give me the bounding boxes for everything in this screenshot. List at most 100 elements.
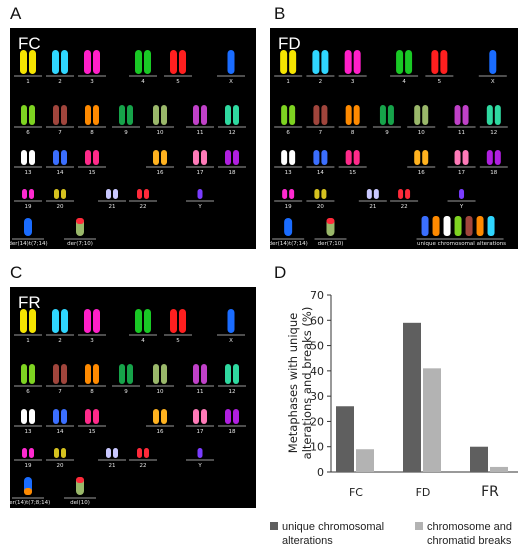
chromosome-pair-Y: Y <box>186 189 214 210</box>
chromosome-label: 19 <box>25 204 32 210</box>
chromosome-label: 12 <box>229 130 236 136</box>
chromosome-label: 6 <box>26 130 30 136</box>
chromosome-pair-9: 9 <box>372 105 401 136</box>
panel-letter-c: C <box>10 263 23 282</box>
x-tick-label: FR <box>481 484 499 500</box>
chromosome-pair-17: 17 <box>447 150 476 176</box>
chromosome-pair-1: 1 <box>274 50 303 85</box>
chromosome-pair-1: 1 <box>14 50 42 85</box>
chromosome-label: 15 <box>349 170 356 176</box>
chromosome-pair-12: 12 <box>218 105 246 136</box>
chromosome-pair-19: 19 <box>14 189 42 210</box>
legend-label-alterations: unique chromosomal alterations <box>282 521 385 547</box>
chromosome-label: 20 <box>317 204 324 210</box>
chromosome-pair-16: 16 <box>407 150 436 176</box>
chromosome-label: Y <box>197 463 202 469</box>
chromosome-pair-15: 15 <box>78 150 106 176</box>
chromosome-pair-X: X <box>217 50 245 85</box>
bar-fd-series-1 <box>403 322 421 472</box>
y-tick-label: 40 <box>310 365 324 378</box>
derivative-chromosome: der(7;10) <box>314 218 347 247</box>
karyotype-panel-fd: FD 1 2 3 4 5 X 6 7 8 9 10 11 12 13 14 15 16 17 18 19 20 21 22 Y… <box>270 28 518 249</box>
chromosome-pair-19: 19 <box>14 448 42 469</box>
karyotype-panel-fc: FC 1 2 3 4 5 X 6 7 8 9 10 11 12 13 14 15 16 17 18 19 20 21 22 Y… <box>10 28 256 249</box>
chromosome-pair-20: 20 <box>306 189 335 210</box>
chromosome-label: 14 <box>57 170 64 176</box>
karyotype-title-fc: FC <box>18 34 41 53</box>
karyotype-panel-fr: FR 1 2 3 4 5 X 6 7 8 9 10 11 12 13 14 15 16 17 18 19 20 21 22 Y… <box>10 287 256 508</box>
chromosome-label: 6 <box>26 389 30 395</box>
chromosome-pair-21: 21 <box>358 189 387 210</box>
chromosome-pair-3: 3 <box>78 309 106 344</box>
y-tick-label: 70 <box>310 289 324 302</box>
y-tick-label: 20 <box>310 415 324 428</box>
bar-fr-series-2 <box>490 466 508 472</box>
chromosome-label: 2 <box>319 79 323 85</box>
y-axis-label: Metaphases with uniquealterations and br… <box>286 307 314 460</box>
legend-item-breaks: chromosome and chromatid breaks <box>415 520 528 548</box>
chromosome-pair-17: 17 <box>186 409 214 435</box>
chromosome-label: 9 <box>124 389 128 395</box>
chromosome-label: 19 <box>25 463 32 469</box>
chromosome-label: 5 <box>176 338 180 344</box>
chromosome-pair-6: 6 <box>14 364 42 395</box>
chromosome-pair-8: 8 <box>78 364 106 395</box>
chromosome-label: 1 <box>26 338 30 344</box>
chromosome-label: 15 <box>89 170 96 176</box>
chromosome-label: 13 <box>285 170 292 176</box>
chromosome-pair-8: 8 <box>338 105 367 136</box>
chromosome-pair-1: 1 <box>14 309 42 344</box>
x-tick-label: FD <box>416 486 431 499</box>
chromosome-pair-21: 21 <box>98 448 126 469</box>
chromosome-pair-2: 2 <box>306 50 335 85</box>
chromosome-pair-8: 8 <box>78 105 106 136</box>
chromosome-pair-5: 5 <box>425 50 454 85</box>
chromosome-label: 12 <box>490 130 497 136</box>
legend-swatch-light <box>415 522 423 530</box>
derivative-label: unique chromosomal alterations <box>417 241 506 247</box>
legend-label-breaks: chromosome and chromatid breaks <box>427 521 512 547</box>
chromosome-label: 3 <box>90 338 94 344</box>
chromosome-pair-10: 10 <box>146 105 174 136</box>
legend-swatch-dark <box>270 522 278 530</box>
chromosome-pair-22: 22 <box>390 189 419 210</box>
chromosome-label: 7 <box>58 130 62 136</box>
chromosome-label: 9 <box>385 130 389 136</box>
chromosome-label: 16 <box>157 429 164 435</box>
chromosome-pair-X: X <box>478 50 507 85</box>
chromosome-pair-9: 9 <box>112 105 140 136</box>
derivative-label: der(7;10) <box>318 241 344 247</box>
chromosome-pair-22: 22 <box>129 448 157 469</box>
chromosome-label: 4 <box>141 79 145 85</box>
bar-fr-series-1 <box>470 446 488 472</box>
chromosome-label: 10 <box>418 130 425 136</box>
chromosome-label: 7 <box>58 389 62 395</box>
chromosome-label: 10 <box>157 389 164 395</box>
chromosome-label: 21 <box>109 463 116 469</box>
chromosome-pair-11: 11 <box>186 105 214 136</box>
chromosome-pair-3: 3 <box>78 50 106 85</box>
chromosome-pair-7: 7 <box>306 105 335 136</box>
chromosome-label: 21 <box>369 204 376 210</box>
chromosome-label: 8 <box>90 130 94 136</box>
chromosome-label: Y <box>459 204 464 210</box>
chromosome-pair-7: 7 <box>46 105 74 136</box>
chromosome-pair-5: 5 <box>164 309 192 344</box>
chromosome-pair-6: 6 <box>14 105 42 136</box>
chromosome-label: 1 <box>26 79 30 85</box>
derivative-label: der(7;10) <box>67 241 93 247</box>
chromosome-label: 8 <box>90 389 94 395</box>
y-tick-label: 10 <box>310 441 324 454</box>
chromosome-label: 1 <box>286 79 290 85</box>
x-tick-label: FC <box>349 486 363 499</box>
chromosome-label: 16 <box>418 170 425 176</box>
derivative-chromosome: der(14)t(7;14) <box>10 218 48 247</box>
y-tick-label: 30 <box>310 390 324 403</box>
chromosome-label: 17 <box>458 170 465 176</box>
chromosome-label: 18 <box>229 170 236 176</box>
chromosome-pair-16: 16 <box>146 150 174 176</box>
chromosome-pair-4: 4 <box>129 309 157 344</box>
chromosome-label: 21 <box>109 204 116 210</box>
